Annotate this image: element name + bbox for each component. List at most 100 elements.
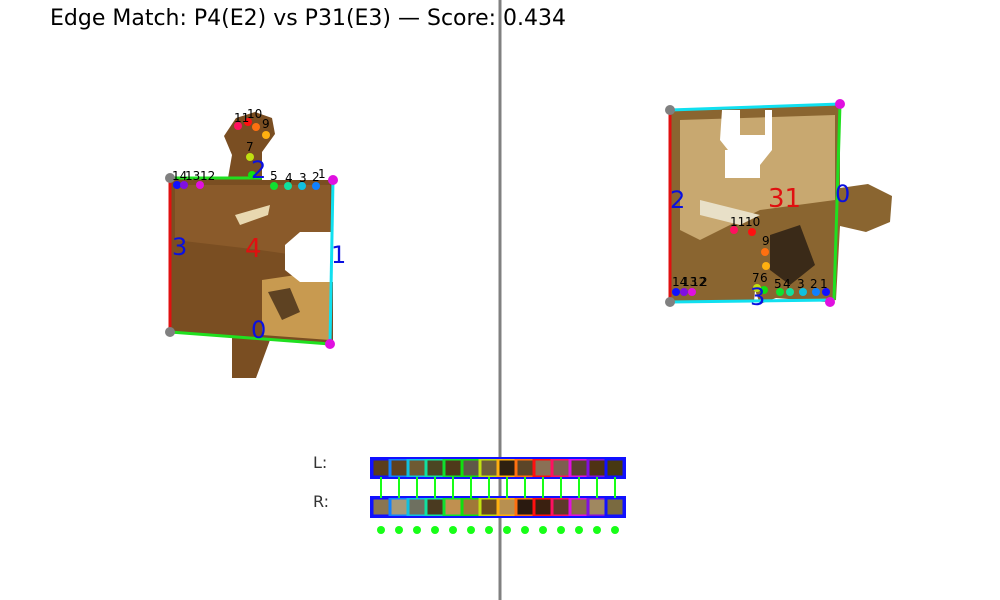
left-color-swatch [388,457,410,479]
right-sample-point [688,288,696,296]
right-point-label: 4 [783,277,791,291]
right-edge-label: 3 [750,283,765,311]
right-point-label: 7 [752,271,760,285]
left-edge-1 [328,179,335,345]
match-dot [593,526,601,534]
right-sample-point [812,288,820,296]
match-dot [431,526,439,534]
left-point-label: 14 [172,169,187,183]
color-comparison-strip: L: R: [313,453,626,534]
match-title: Edge Match: P4(E2) vs P31(E3) — Score: 0… [50,6,567,31]
left-color-swatch [442,457,464,479]
right-point-label: 2 [700,275,708,289]
right-color-swatch [406,496,428,518]
match-dot [503,526,511,534]
left-sample-point [180,181,188,189]
right-color-swatch [532,496,554,518]
left-point-label: 5 [270,169,278,183]
left-color-swatch [406,457,428,479]
right-point-label: 6 [760,271,768,285]
left-color-swatch [532,457,554,479]
left-sample-point [262,131,270,139]
match-dot [395,526,403,534]
left-sample-point [252,123,260,131]
left-color-swatch [370,457,392,479]
left-point-label: 3 [299,171,307,185]
left-piece-id: 4 [245,234,262,264]
left-sample-point [284,182,292,190]
match-dot [377,526,385,534]
right-corner [665,297,675,307]
left-color-swatch [496,457,518,479]
right-corner [825,297,835,307]
match-dot [485,526,493,534]
left-sample-point [234,122,242,130]
strip-match-dots [377,526,619,534]
right-sample-point [672,288,680,296]
right-color-swatch [496,496,518,518]
right-sample-point [761,248,769,256]
right-point-label: 13 [682,275,697,289]
left-sample-point [270,182,278,190]
left-point-label: 13 [185,169,200,183]
right-strip-border [370,496,626,518]
right-corner [665,105,675,115]
left-puzzle-piece: 14 13 12 11 10 9 7 5 4 3 2 1 3 1 0 2 4 [165,107,346,378]
right-sample-point [822,288,830,296]
strip-left-label: L: [313,453,327,472]
right-piece-texture-3 [700,200,760,225]
match-dot [539,526,547,534]
right-sample-point [753,284,761,292]
right-edge-label: 2 [670,186,685,214]
match-dot [449,526,457,534]
right-color-swatch [442,496,464,518]
right-edge-0 [832,103,842,301]
strip-right-swatches [370,496,626,518]
right-point-label: 2 [810,277,818,291]
left-edge-label: 1 [331,241,346,269]
right-color-swatch [604,496,626,518]
match-dot [575,526,583,534]
right-point-label: 5 [774,277,782,291]
match-dot [557,526,565,534]
right-sample-point [762,262,770,270]
right-point-label: 3 [797,277,805,291]
right-color-swatch [514,496,536,518]
right-color-swatch [568,496,590,518]
right-edge-bottom [669,298,835,304]
left-corner [165,173,175,183]
right-point-label: 10 [745,215,760,229]
left-color-swatch [478,457,500,479]
left-color-swatch [604,457,626,479]
right-sample-point [730,226,738,234]
left-sample-point [246,153,254,161]
right-color-swatch [550,496,572,518]
strip-left-swatches [370,457,626,479]
right-point-label: 12 [691,275,706,289]
match-dot [611,526,619,534]
left-color-swatch [586,457,608,479]
left-corner [328,175,338,185]
left-color-swatch [460,457,482,479]
right-edge-label: 0 [835,180,850,208]
left-strip-border [370,457,626,479]
right-color-swatch [370,496,392,518]
left-sample-point [196,181,204,189]
left-point-label: 2 [312,170,320,184]
right-point-label: 14 [672,275,687,289]
right-piece-texture-2 [770,225,815,285]
right-point-label: 9 [762,234,770,248]
left-sample-point [244,118,252,126]
right-color-swatch [478,496,500,518]
left-edge-label: 3 [172,233,187,261]
left-edge-0 [169,330,331,346]
right-color-swatch [424,496,446,518]
left-sample-point [312,182,320,190]
right-corner [835,99,845,109]
right-edge-3 [669,102,841,112]
right-color-swatch [388,496,410,518]
strip-right-label: R: [313,492,329,511]
right-point-label: 1 [820,277,828,291]
left-piece-texture-4 [268,288,300,320]
